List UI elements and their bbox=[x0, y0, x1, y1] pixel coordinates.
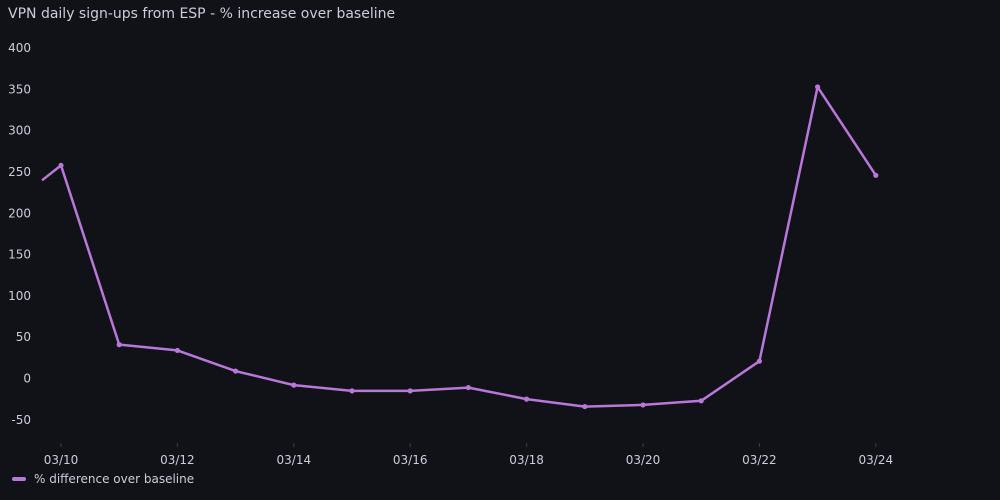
x-tick-label: 03/24 bbox=[859, 453, 894, 467]
y-tick-label: 400 bbox=[8, 41, 31, 55]
legend-swatch bbox=[12, 477, 26, 481]
data-point[interactable] bbox=[756, 358, 763, 364]
data-point[interactable] bbox=[524, 396, 530, 402]
y-tick-label: 50 bbox=[16, 330, 31, 344]
data-point[interactable] bbox=[640, 402, 646, 408]
x-tick-label: 03/16 bbox=[393, 453, 428, 467]
chart-title: VPN daily sign-ups from ESP - % increase… bbox=[8, 6, 396, 22]
x-axis: 03/10 03/12 03/14 03/16 03/18 03/20 03/22 03/24 bbox=[44, 443, 893, 467]
data-point[interactable] bbox=[815, 84, 821, 90]
x-tick-label: 03/12 bbox=[160, 453, 195, 467]
y-tick-label: 350 bbox=[8, 82, 31, 96]
y-tick-label: -50 bbox=[11, 413, 31, 427]
data-point[interactable] bbox=[873, 172, 879, 178]
data-point[interactable] bbox=[58, 162, 64, 168]
data-point[interactable] bbox=[233, 368, 239, 374]
y-tick-label: 250 bbox=[8, 165, 31, 179]
y-axis: -50 0 50 100 150 200 250 300 350 400 bbox=[8, 41, 31, 427]
legend[interactable]: % difference over baseline bbox=[12, 472, 194, 486]
series-group bbox=[41, 84, 879, 410]
x-tick-label: 03/18 bbox=[509, 453, 544, 467]
x-tick-label: 03/20 bbox=[626, 453, 661, 467]
legend-label: % difference over baseline bbox=[34, 472, 195, 486]
y-tick-label: 300 bbox=[8, 124, 31, 138]
data-point[interactable] bbox=[407, 388, 413, 394]
data-point[interactable] bbox=[349, 388, 355, 394]
y-tick-label: 0 bbox=[23, 372, 31, 386]
y-tick-label: 100 bbox=[8, 289, 31, 303]
data-point[interactable] bbox=[291, 382, 297, 388]
x-tick-label: 03/22 bbox=[742, 453, 777, 467]
data-point[interactable] bbox=[116, 342, 122, 348]
y-tick-label: 200 bbox=[8, 206, 31, 220]
x-tick-label: 03/14 bbox=[277, 453, 312, 467]
x-tick-label: 03/10 bbox=[44, 453, 79, 467]
data-point[interactable] bbox=[698, 398, 704, 404]
series-line bbox=[41, 85, 877, 408]
y-tick-label: 150 bbox=[8, 248, 31, 262]
data-point[interactable] bbox=[174, 347, 180, 354]
data-point[interactable] bbox=[582, 403, 588, 410]
data-point[interactable] bbox=[465, 384, 471, 391]
